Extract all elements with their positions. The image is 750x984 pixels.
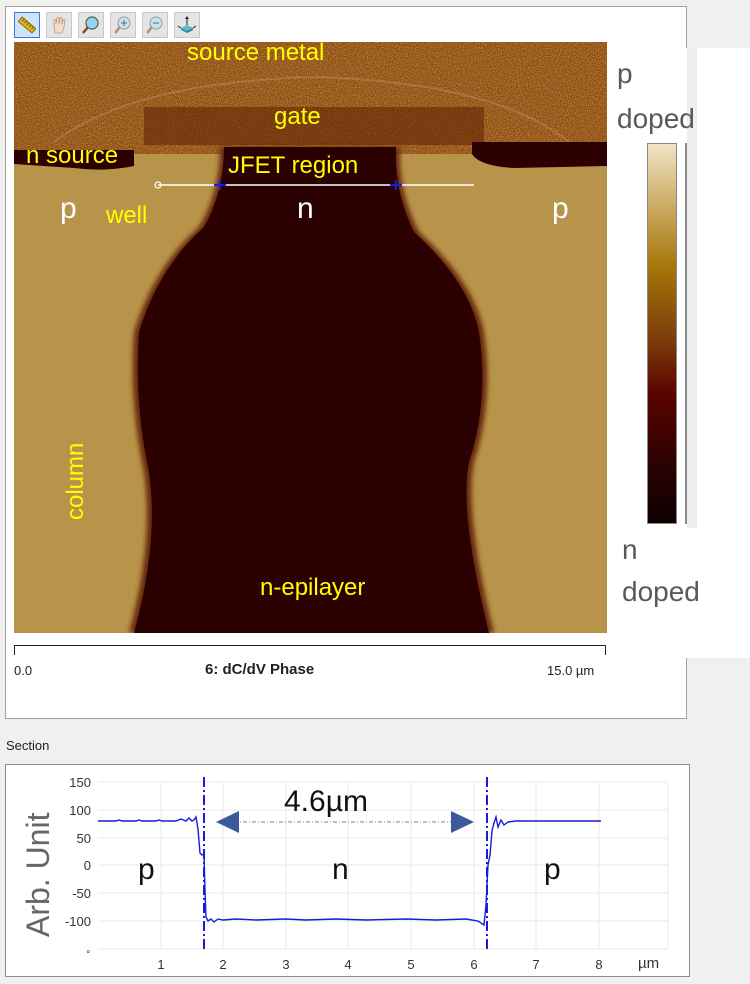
svg-text:150: 150 [69,775,91,790]
chart-grid [98,781,669,950]
colorbar-top-label-1: p [617,58,633,89]
chart-label-p-right: p [544,853,561,886]
svg-text:3: 3 [282,957,289,972]
svg-text:6: 6 [470,957,477,972]
arrow-right-icon [451,811,474,833]
measure-ruler-icon [17,16,37,34]
y-axis-ticks: 150 100 50 0 -50 -100 ∘ [65,775,91,956]
label-n-center: n [297,192,314,225]
svg-text:50: 50 [77,831,91,846]
zoom-in-button[interactable] [110,12,136,38]
colorbar-divider [685,143,687,524]
color-scale-bar [647,143,677,524]
x-axis-unit: µm [638,955,660,972]
y-axis-label: Arb. Unit [20,812,56,937]
svg-text:8: 8 [595,957,602,972]
colorbar-bottom-label-2: doped [622,576,700,607]
label-n-source: n source [26,142,119,169]
pan-hand-icon [53,17,66,34]
zoom-magnifier-icon [82,16,99,34]
afm-scan-image[interactable]: source metal gate n source JFET region p… [14,42,607,633]
profile-line [98,814,601,927]
svg-text:4: 4 [344,957,351,972]
svg-text:-50: -50 [72,886,91,901]
section-profile-chart[interactable]: 150 100 50 0 -50 -100 ∘ 1 2 3 4 5 6 7 8 [6,765,689,976]
scan-image-graphic [14,42,607,633]
panel-scrollbar-track [687,48,697,528]
chart-label-n: n [332,853,349,886]
arrow-left-icon [216,811,239,833]
label-n-epilayer: n-epilayer [260,574,366,601]
zoom-out-icon [146,16,163,34]
chart-label-p-left: p [138,853,155,886]
svg-text:2: 2 [219,957,226,972]
label-jfet-region: JFET region [228,152,359,179]
section-title: Section [6,738,50,753]
label-p-right: p [552,192,569,225]
zoom-out-button[interactable] [142,12,168,38]
colorbar-bottom-label-1: n [622,534,638,565]
svg-text:0: 0 [84,858,91,873]
width-annotation: 4.6µm [284,785,368,818]
svg-text:100: 100 [69,803,91,818]
3d-view-icon [177,16,197,33]
label-gate: gate [274,103,321,130]
zoom-in-icon [114,16,131,34]
zoom-tool-button[interactable] [78,12,104,38]
channel-title: 6: dC/dV Phase [205,661,315,678]
label-source-metal: source metal [187,42,325,66]
colorbar-top-label-2: doped [617,103,695,134]
x-axis-ticks: 1 2 3 4 5 6 7 8 [157,957,602,972]
label-p-left: p [60,192,77,225]
scale-min-label: 0.0 [14,663,33,678]
svg-text:-100: -100 [65,914,91,929]
svg-text:5: 5 [407,957,414,972]
label-column: column [62,442,89,520]
svg-text:∘: ∘ [85,946,91,956]
colorbar-overlay [608,48,750,658]
label-well: well [106,202,148,229]
scale-max-label: 15.0 µm [547,663,595,678]
svg-text:7: 7 [532,957,539,972]
svg-text:1: 1 [157,957,164,972]
scale-bar [14,645,606,655]
measure-tool-button[interactable] [14,12,40,38]
image-toolbar [14,12,200,38]
3d-view-button[interactable] [174,12,200,38]
pan-tool-button[interactable] [46,12,72,38]
